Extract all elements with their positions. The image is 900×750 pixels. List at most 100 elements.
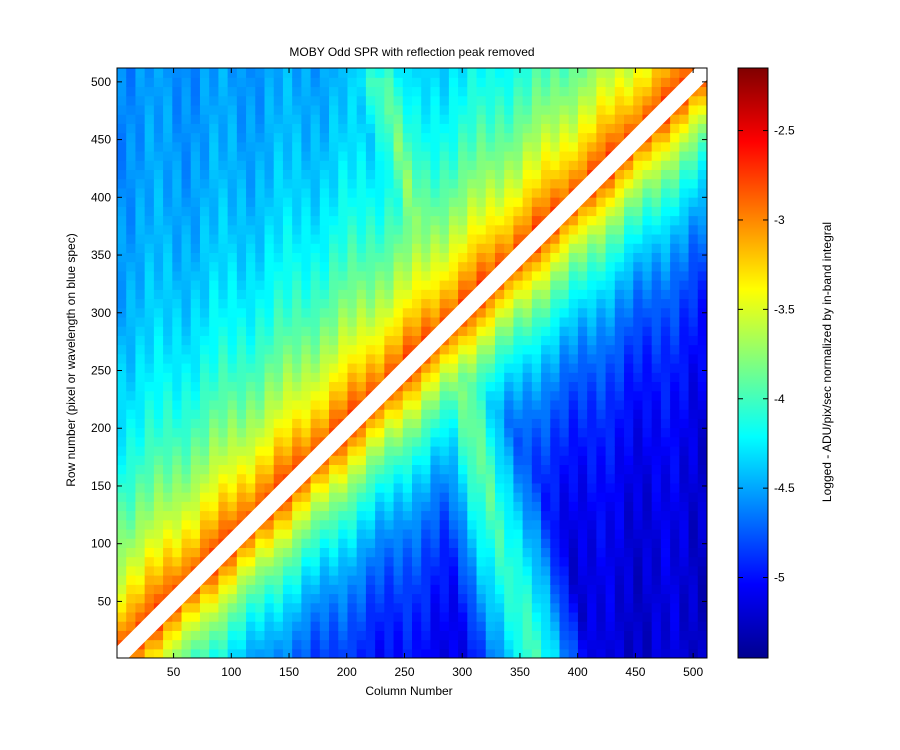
heatmap-cell bbox=[310, 492, 321, 502]
heatmap-cell bbox=[485, 150, 496, 161]
heatmap-cell bbox=[310, 150, 321, 161]
heatmap-cell bbox=[117, 197, 127, 207]
heatmap-cell bbox=[513, 556, 524, 567]
heatmap-cell bbox=[319, 86, 330, 97]
heatmap-cell bbox=[144, 160, 155, 171]
heatmap-cell bbox=[282, 427, 293, 438]
heatmap-cell bbox=[679, 519, 690, 530]
heatmap-cell bbox=[531, 621, 542, 631]
heatmap-cell bbox=[587, 621, 597, 631]
heatmap-cell bbox=[246, 270, 256, 281]
heatmap-cell bbox=[199, 252, 210, 263]
heatmap-cell bbox=[688, 565, 699, 576]
heatmap-cell bbox=[697, 187, 707, 198]
heatmap-cell bbox=[476, 77, 487, 88]
heatmap-cell bbox=[504, 445, 515, 456]
heatmap-cell bbox=[697, 132, 707, 143]
heatmap-cell bbox=[688, 602, 699, 613]
heatmap-cell bbox=[402, 326, 413, 336]
heatmap-cell bbox=[660, 86, 671, 97]
heatmap-cell bbox=[421, 363, 432, 373]
heatmap-cell bbox=[504, 575, 515, 585]
heatmap-cell bbox=[163, 114, 173, 124]
heatmap-cell bbox=[421, 169, 432, 180]
heatmap-cell bbox=[144, 528, 155, 539]
heatmap-cell bbox=[485, 77, 496, 88]
heatmap-cell bbox=[153, 501, 164, 512]
heatmap-cell bbox=[531, 584, 542, 595]
heatmap-cell bbox=[651, 593, 662, 604]
heatmap-cell bbox=[384, 224, 395, 235]
heatmap-cell bbox=[596, 409, 607, 419]
heatmap-cell bbox=[126, 584, 137, 595]
heatmap-cell bbox=[697, 621, 707, 631]
heatmap-cell bbox=[236, 280, 247, 290]
heatmap-cell bbox=[439, 611, 450, 622]
heatmap-cell bbox=[209, 611, 220, 622]
heatmap-cell bbox=[458, 243, 468, 253]
heatmap-cell bbox=[227, 602, 238, 613]
heatmap-cell bbox=[513, 473, 524, 484]
heatmap-cell bbox=[282, 547, 293, 558]
heatmap-cell bbox=[190, 455, 201, 466]
heatmap-cell bbox=[642, 187, 653, 198]
heatmap-cell bbox=[172, 409, 183, 419]
heatmap-cell bbox=[605, 584, 616, 595]
heatmap-cell bbox=[513, 298, 524, 309]
heatmap-cell bbox=[117, 528, 127, 539]
heatmap-cell bbox=[273, 252, 284, 263]
heatmap-cell bbox=[384, 538, 395, 548]
heatmap-cell bbox=[697, 114, 707, 124]
heatmap-cell bbox=[587, 316, 597, 327]
heatmap-cell bbox=[651, 224, 662, 235]
heatmap-cell bbox=[412, 215, 422, 226]
heatmap-cell bbox=[577, 501, 588, 512]
heatmap-cell bbox=[531, 602, 542, 613]
heatmap-cell bbox=[190, 611, 201, 622]
heatmap-cell bbox=[541, 335, 551, 346]
heatmap-cell bbox=[670, 501, 680, 512]
heatmap-cell bbox=[467, 445, 478, 456]
heatmap-cell bbox=[144, 68, 155, 78]
heatmap-cell bbox=[458, 187, 468, 198]
heatmap-cell bbox=[365, 482, 376, 493]
heatmap-cell bbox=[688, 464, 699, 475]
heatmap-cell bbox=[596, 132, 607, 143]
heatmap-cell bbox=[670, 528, 680, 539]
heatmap-cell bbox=[144, 501, 155, 512]
heatmap-cell bbox=[430, 298, 441, 309]
heatmap-cell bbox=[504, 363, 515, 373]
heatmap-cell bbox=[513, 427, 524, 438]
heatmap-cell bbox=[144, 547, 155, 558]
heatmap-cell bbox=[236, 445, 247, 456]
heatmap-cell bbox=[568, 575, 579, 585]
heatmap-cell bbox=[319, 123, 330, 134]
heatmap-cell bbox=[319, 390, 330, 401]
heatmap-cell bbox=[412, 575, 422, 585]
heatmap-cell bbox=[365, 215, 376, 226]
heatmap-cell bbox=[264, 455, 275, 466]
heatmap-cell bbox=[596, 372, 607, 383]
heatmap-cell bbox=[264, 381, 275, 392]
heatmap-cell bbox=[347, 123, 358, 134]
heatmap-cell bbox=[282, 510, 293, 521]
heatmap-cell bbox=[605, 648, 616, 658]
heatmap-cell bbox=[531, 316, 542, 327]
heatmap-cell bbox=[430, 141, 441, 152]
heatmap-cell bbox=[448, 575, 459, 585]
heatmap-cell bbox=[384, 501, 395, 512]
heatmap-cell bbox=[393, 528, 404, 539]
heatmap-cell bbox=[375, 261, 385, 272]
heatmap-cell bbox=[458, 86, 468, 97]
heatmap-cell bbox=[365, 538, 376, 548]
heatmap-cell bbox=[218, 316, 229, 327]
heatmap-cell bbox=[292, 104, 302, 115]
heatmap-cell bbox=[541, 427, 551, 438]
heatmap-cell bbox=[624, 510, 634, 521]
heatmap-cell bbox=[522, 455, 533, 466]
heatmap-cell bbox=[430, 492, 441, 502]
y-tick-label: 250 bbox=[91, 364, 111, 378]
heatmap-cell bbox=[550, 95, 561, 106]
heatmap-cell bbox=[476, 326, 487, 336]
